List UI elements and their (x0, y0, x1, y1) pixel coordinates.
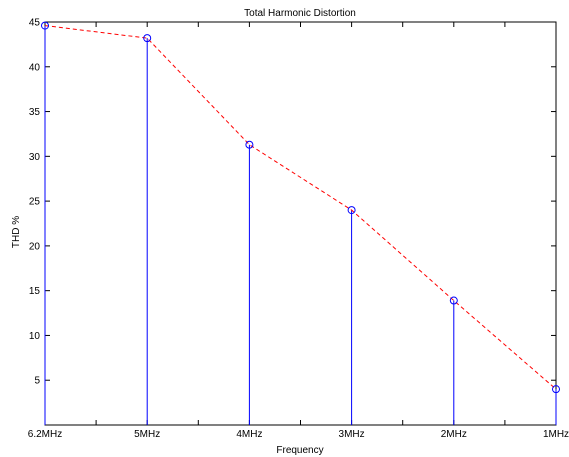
y-axis: 5 10 15 20 25 30 35 40 45 (29, 18, 556, 387)
x-tick-label: 5MHz (134, 429, 160, 440)
data-point-marker (552, 385, 560, 394)
marker-series (41, 21, 560, 394)
y-tick-label: 10 (29, 331, 41, 342)
data-point-marker (449, 296, 458, 305)
x-tick-label: 4MHz (236, 429, 262, 440)
y-tick-label: 20 (29, 241, 41, 252)
y-tick-label: 25 (29, 197, 41, 208)
dashed-trend-line (44, 25, 557, 390)
y-tick-label: 15 (29, 286, 41, 297)
data-point-marker (143, 34, 152, 43)
x-axis-label: Frequency (276, 445, 323, 456)
x-tick-label: 6.2MHz (28, 429, 62, 440)
x-tick-label: 2MHz (441, 429, 467, 440)
chart-title: Total Harmonic Distortion (244, 8, 356, 19)
y-axis-label: THD % (11, 216, 22, 248)
stem-series (44, 25, 557, 425)
y-tick-label: 30 (29, 152, 41, 163)
y-tick-label: 40 (29, 62, 41, 73)
data-point-marker (245, 140, 254, 149)
y-tick-label: 35 (29, 107, 41, 118)
x-tick-label: 1MHz (543, 429, 569, 440)
plot-area-frame (44, 21, 557, 426)
y-tick-label: 5 (34, 376, 40, 387)
x-axis: 6.2MHz 5MHz 4MHz 3MHz 2MHz 1MHz (28, 22, 569, 440)
x-tick-label: 3MHz (339, 429, 365, 440)
data-point-marker (347, 206, 356, 215)
y-tick-label: 45 (29, 18, 41, 29)
data-point-marker (41, 21, 49, 30)
